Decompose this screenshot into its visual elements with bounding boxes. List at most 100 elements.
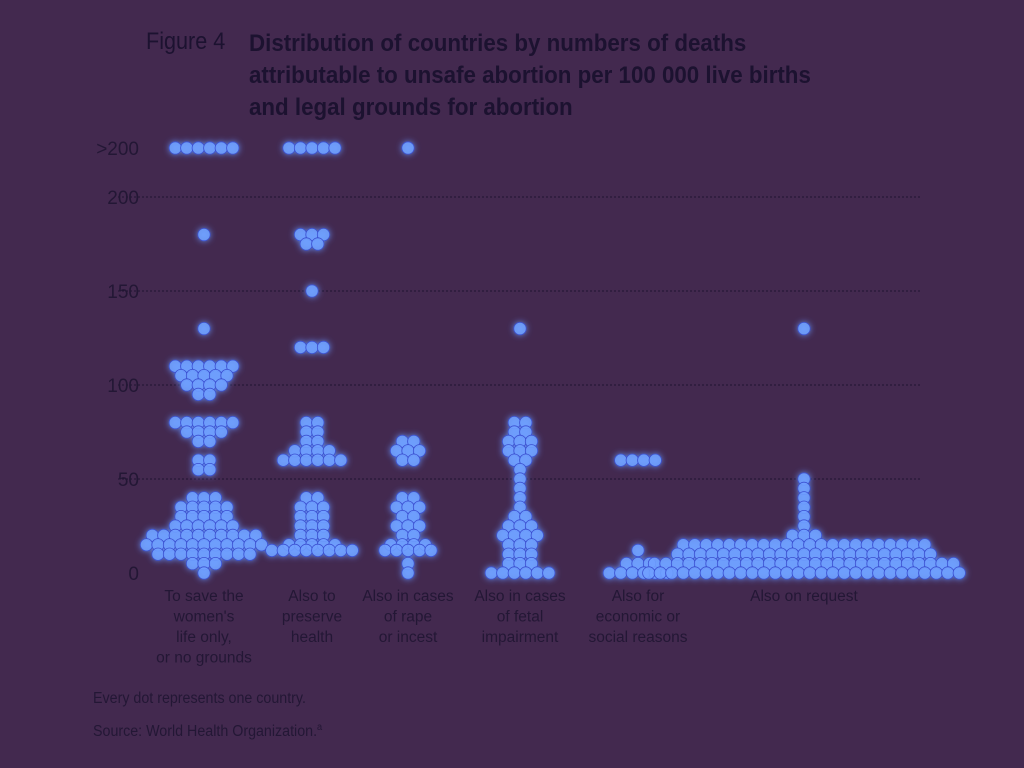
source-note: Source: World Health Organization.a	[93, 722, 322, 741]
country-dot	[191, 141, 205, 155]
y-tick-label-overflow: >200	[96, 139, 139, 160]
country-dot	[208, 556, 223, 571]
country-dot	[226, 359, 240, 373]
figure-title: Distribution of countries by numbers of …	[249, 28, 900, 124]
country-dot	[768, 566, 782, 580]
country-dot	[941, 566, 955, 580]
country-dot	[625, 566, 639, 580]
country-dot	[614, 453, 628, 467]
country-dot	[484, 566, 498, 580]
category-label-1: To save the women's life only, or no ground…	[156, 588, 252, 667]
country-dot	[299, 453, 313, 467]
country-dot	[203, 462, 217, 477]
country-dot	[378, 543, 392, 558]
country-dot	[519, 453, 533, 467]
country-dot	[401, 566, 415, 580]
country-dot	[214, 378, 228, 392]
category-label-line: Also for	[612, 588, 665, 605]
country-dot	[197, 566, 211, 580]
country-dot	[642, 566, 656, 580]
country-dot	[226, 141, 240, 155]
country-dot	[530, 566, 544, 580]
country-dot	[519, 566, 533, 580]
category-label-line: social reasons	[588, 629, 687, 646]
category-label-line: life only,	[176, 629, 232, 646]
country-dot	[191, 387, 205, 401]
title-line-3: and legal grounds for abortion	[249, 94, 573, 121]
country-dot	[180, 425, 194, 439]
category-label-5: Also for economic or social reasons	[588, 588, 687, 646]
country-dot	[395, 453, 409, 467]
country-dot	[226, 415, 240, 430]
country-dot	[322, 543, 336, 558]
country-dot	[711, 566, 725, 580]
country-dot	[305, 340, 319, 354]
country-dot	[282, 141, 296, 155]
category-label-line: women's	[173, 609, 235, 626]
country-dot	[203, 387, 217, 401]
category-label-3: Also in cases of rape or incest	[362, 588, 454, 646]
country-dot	[906, 566, 920, 580]
category-label-line: health	[291, 629, 333, 646]
country-dot	[699, 566, 713, 580]
country-dot	[180, 141, 194, 155]
country-dot	[316, 340, 331, 354]
country-dot	[407, 453, 421, 467]
country-dot	[625, 453, 639, 467]
country-dot	[180, 378, 194, 392]
country-dot	[276, 543, 290, 558]
country-dot	[265, 543, 279, 558]
country-dot	[311, 543, 325, 558]
country-dot	[345, 543, 359, 558]
country-dot	[722, 566, 736, 580]
country-dot	[168, 141, 182, 155]
country-dot	[334, 453, 348, 467]
country-dot	[293, 340, 308, 354]
country-dot	[276, 453, 290, 467]
country-dot	[197, 228, 211, 242]
country-dot	[139, 538, 154, 552]
category-label-line: of rape	[384, 609, 432, 626]
y-tick-label-200: 200	[107, 188, 139, 209]
country-dot	[254, 538, 269, 552]
category-label-line: Also in cases	[362, 588, 454, 605]
country-dot	[929, 566, 943, 580]
country-dot	[530, 528, 544, 543]
country-dot	[542, 566, 556, 580]
category-label-line: economic or	[596, 609, 680, 626]
country-dot	[311, 453, 325, 467]
country-dot	[412, 543, 427, 558]
country-dot	[837, 566, 851, 580]
category-labels: To save the women's life only, or no ground…	[156, 588, 858, 667]
country-dot	[734, 566, 748, 580]
y-axis-tick-labels: 0 50 100 150 200 >200	[96, 139, 139, 585]
country-dot	[895, 566, 909, 580]
country-dot	[389, 543, 404, 558]
country-dot	[688, 566, 702, 580]
country-dot	[214, 425, 228, 439]
country-dot	[299, 543, 313, 558]
country-dot	[401, 141, 415, 155]
y-tick-label-100: 100	[107, 376, 139, 397]
country-dots	[139, 141, 966, 580]
source-marker: a	[317, 722, 323, 733]
country-dot	[191, 462, 205, 477]
country-dot	[602, 566, 616, 580]
country-dot	[322, 453, 336, 467]
country-dot	[174, 547, 188, 561]
country-dot	[797, 321, 811, 336]
category-label-line: preserve	[282, 609, 342, 626]
country-dot	[803, 566, 817, 580]
country-dot	[214, 141, 228, 155]
country-dot	[631, 543, 645, 558]
country-dot	[305, 284, 319, 298]
country-dot	[162, 547, 177, 561]
country-dot	[293, 141, 308, 155]
country-dot	[648, 453, 662, 467]
country-dot	[243, 547, 257, 561]
country-dot	[745, 566, 759, 580]
country-dot	[231, 547, 246, 561]
title-line-1: Distribution of countries by numbers of …	[249, 30, 747, 57]
source-text: Source: World Health Organization.	[93, 723, 318, 741]
category-label-4: Also in cases of fetal impairment	[474, 588, 566, 646]
